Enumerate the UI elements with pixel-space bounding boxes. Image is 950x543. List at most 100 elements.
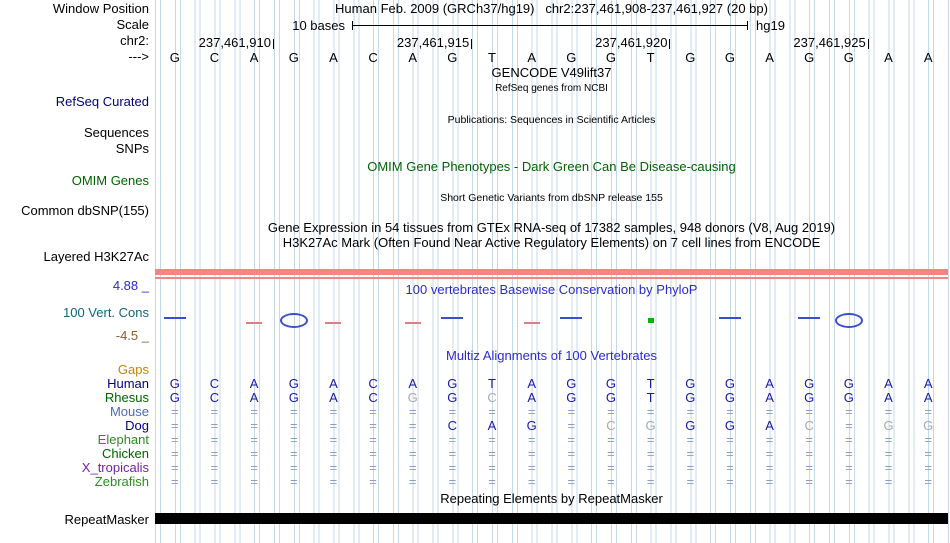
alignment-cell: = bbox=[488, 446, 496, 461]
base-letter: A bbox=[527, 50, 536, 65]
alignment-cell: = bbox=[607, 432, 615, 447]
conservation-track bbox=[0, 306, 950, 336]
refseq-curated-label[interactable]: RefSeq Curated bbox=[55, 94, 149, 109]
omim-track-title[interactable]: OMIM Gene Phenotypes - Dark Green Can Be… bbox=[367, 159, 736, 174]
common-dbsnp-label[interactable]: Common dbSNP(155) bbox=[21, 203, 149, 218]
alignment-cell: = bbox=[884, 446, 893, 461]
h3k27ac-track-title[interactable]: H3K27Ac Mark (Often Found Near Active Re… bbox=[282, 235, 821, 250]
alignment-cell: C bbox=[209, 376, 220, 391]
alignment-cell: = bbox=[686, 446, 695, 461]
alignment-cell: = bbox=[805, 474, 813, 489]
alignment-cell: G bbox=[288, 376, 299, 391]
alignment-cell: = bbox=[250, 418, 258, 433]
alignment-cell: = bbox=[845, 418, 853, 433]
alignment-cell: = bbox=[567, 404, 576, 419]
repeatmasker-track-title[interactable]: Repeating Elements by RepeatMasker bbox=[440, 491, 663, 506]
dbsnp-track-title[interactable]: Short Genetic Variants from dbSNP releas… bbox=[440, 192, 663, 204]
repeatmasker-label[interactable]: RepeatMasker bbox=[64, 512, 149, 527]
base-letter: G bbox=[724, 50, 735, 65]
refseq-track-subtitle[interactable]: RefSeq genes from NCBI bbox=[495, 83, 608, 94]
alignment-cell: = bbox=[646, 432, 655, 447]
species-label-rhesus[interactable]: Rhesus bbox=[104, 390, 149, 405]
conservation-mark-pos bbox=[163, 317, 186, 319]
alignment-cell: T bbox=[488, 376, 496, 391]
base-letter: A bbox=[884, 50, 893, 65]
species-label-gaps[interactable]: Gaps bbox=[117, 362, 149, 377]
species-label-human[interactable]: Human bbox=[107, 376, 149, 391]
omim-genes-label[interactable]: OMIM Genes bbox=[71, 173, 149, 188]
alignment-cell: = bbox=[845, 404, 853, 419]
alignment-cell: A bbox=[249, 390, 259, 405]
species-label-x-tropicalis[interactable]: X_tropicalis bbox=[81, 460, 149, 475]
alignment-cell: = bbox=[289, 432, 298, 447]
alignment-cell: = bbox=[646, 446, 655, 461]
base-letter: G bbox=[566, 50, 577, 65]
species-label-elephant[interactable]: Elephant bbox=[97, 432, 149, 447]
alignment-cell: G bbox=[169, 376, 180, 391]
alignment-cell: G bbox=[923, 418, 934, 433]
scale-bar bbox=[352, 21, 748, 30]
base-letter: G bbox=[288, 50, 299, 65]
publications-track-title[interactable]: Publications: Sequences in Scientific Ar… bbox=[447, 114, 656, 126]
alignment-cell: A bbox=[765, 390, 774, 405]
repeatmasker-bar[interactable] bbox=[155, 513, 948, 524]
coordinate-tick bbox=[272, 39, 274, 49]
alignment-cell: = bbox=[369, 418, 377, 433]
alignment-cell: = bbox=[845, 446, 853, 461]
base-letter: G bbox=[843, 50, 854, 65]
species-label-chicken[interactable]: Chicken bbox=[102, 446, 149, 461]
conservation-mark-neg bbox=[523, 322, 540, 324]
conservation-mark-neg bbox=[246, 322, 263, 324]
alignment-cell: = bbox=[171, 474, 179, 489]
alignment-cell: = bbox=[646, 460, 655, 475]
alignment-cell: = bbox=[171, 418, 179, 433]
coordinate-tick bbox=[669, 39, 671, 49]
alignment-cell: A bbox=[765, 418, 774, 433]
alignment-cell: G bbox=[843, 376, 854, 391]
alignment-cell: = bbox=[765, 404, 774, 419]
alignment-cell: = bbox=[924, 446, 932, 461]
gtex-track-title[interactable]: Gene Expression in 54 tissues from GTEx … bbox=[267, 220, 836, 235]
species-label-dog[interactable]: Dog bbox=[125, 418, 149, 433]
conservation-mark-dot bbox=[647, 318, 654, 323]
species-label-zebrafish[interactable]: Zebrafish bbox=[94, 474, 149, 489]
alignment-cell: G bbox=[804, 376, 815, 391]
alignment-cell: = bbox=[646, 404, 655, 419]
alignment-cell: = bbox=[884, 460, 893, 475]
alignment-cell: = bbox=[726, 404, 734, 419]
snps-label[interactable]: SNPs bbox=[115, 141, 149, 156]
scale-value: 10 bases bbox=[292, 18, 345, 33]
alignment-cell: = bbox=[884, 474, 893, 489]
gencode-track-title[interactable]: GENCODE V49lift37 bbox=[491, 65, 612, 80]
alignment-cell: A bbox=[329, 376, 338, 391]
alignment-cell: G bbox=[288, 390, 299, 405]
alignment-cell: = bbox=[567, 432, 576, 447]
multiz-track-title[interactable]: Multiz Alignments of 100 Vertebrates bbox=[445, 348, 657, 363]
base-letter: A bbox=[923, 50, 933, 65]
conservation-label[interactable]: 100 Vert. Cons bbox=[63, 305, 149, 320]
scale-bar-line bbox=[352, 25, 748, 26]
conservation-max-label: 4.88 _ bbox=[112, 278, 149, 293]
alignment-cell: = bbox=[805, 432, 813, 447]
layered-h3k27ac-label[interactable]: Layered H3K27Ac bbox=[43, 249, 149, 264]
conservation-mark-pos bbox=[718, 317, 741, 319]
alignment-cell: G bbox=[407, 390, 418, 405]
h3k27ac-signal-bar-thin[interactable] bbox=[155, 277, 948, 279]
alignment-cell: A bbox=[923, 390, 933, 405]
alignment-cell: = bbox=[924, 432, 932, 447]
alignment-cell: G bbox=[566, 390, 577, 405]
coordinate-tick bbox=[867, 39, 869, 49]
conservation-mark-neg bbox=[325, 322, 342, 324]
alignment-cell: = bbox=[329, 418, 338, 433]
species-label-mouse[interactable]: Mouse bbox=[109, 404, 149, 419]
alignment-cell: = bbox=[646, 474, 655, 489]
sequences-label[interactable]: Sequences bbox=[83, 125, 149, 140]
alignment-cell: = bbox=[369, 432, 377, 447]
alignment-cell: = bbox=[726, 446, 734, 461]
alignment-cell: = bbox=[408, 460, 417, 475]
conservation-track-title[interactable]: 100 vertebrates Basewise Conservation by… bbox=[405, 282, 698, 297]
alignment-cell: = bbox=[369, 446, 377, 461]
alignment-cell: G bbox=[685, 376, 696, 391]
h3k27ac-signal-bar[interactable] bbox=[155, 269, 948, 275]
alignment-cell: A bbox=[329, 390, 338, 405]
